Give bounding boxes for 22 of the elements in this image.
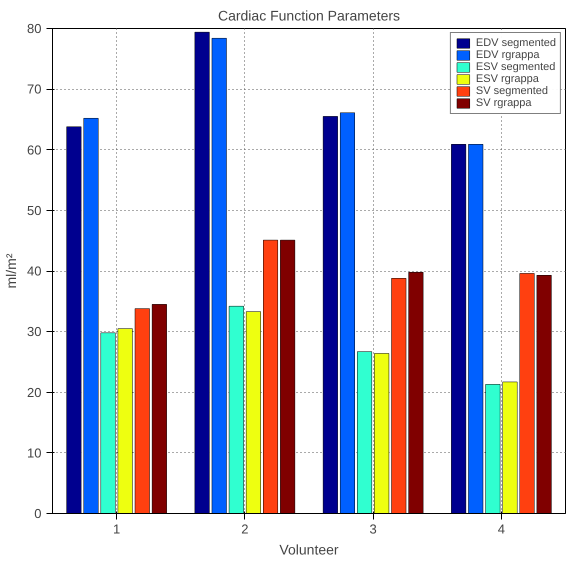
y-tick-label: 60 <box>27 142 42 158</box>
legend-label: SV rgrappa <box>476 97 532 109</box>
y-tick-label: 10 <box>27 445 42 460</box>
y-axis-title: ml/m² <box>3 253 20 288</box>
chart-title: Cardiac Function Parameters <box>218 8 400 24</box>
legend-label: ESV segmented <box>476 61 556 73</box>
x-axis-title: Volunteer <box>279 542 339 558</box>
y-tick-label: 80 <box>27 21 42 36</box>
legend-label: EDV rgrappa <box>476 49 540 61</box>
y-tick-label: 30 <box>27 324 42 340</box>
legend-label: ESV rgrappa <box>476 73 539 85</box>
x-tick-label: 4 <box>498 522 505 536</box>
y-tick-label: 70 <box>27 82 42 97</box>
x-tick-label: 1 <box>113 522 120 536</box>
y-tick-label: 50 <box>27 202 42 218</box>
y-tick-label: 0 <box>34 506 42 521</box>
x-tick-label: 3 <box>370 522 377 536</box>
legend-label: EDV segmented <box>476 37 556 49</box>
y-tick-label: 20 <box>27 384 42 400</box>
y-tick-label: 40 <box>27 264 42 278</box>
legend-label: SV segmented <box>476 85 548 97</box>
x-tick-label: 2 <box>241 522 248 536</box>
